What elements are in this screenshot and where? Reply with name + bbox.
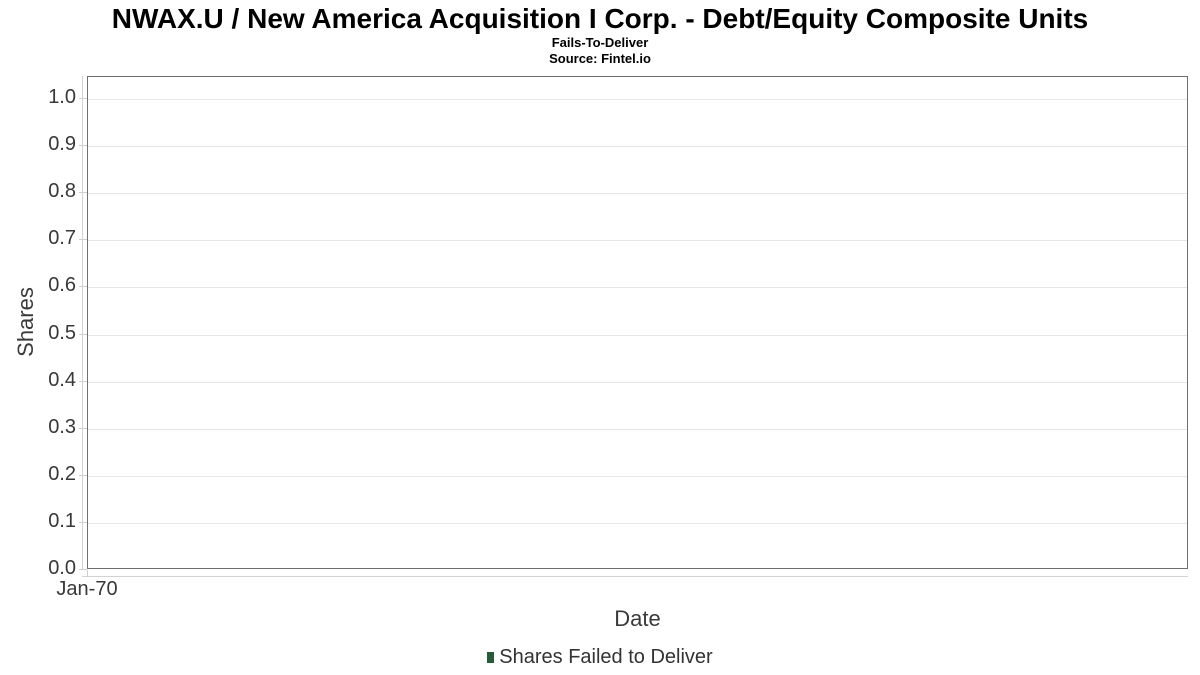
x-axis-line bbox=[82, 576, 1188, 577]
chart-title: NWAX.U / New America Acquisition I Corp.… bbox=[111, 3, 1089, 34]
gridline bbox=[88, 428, 1187, 430]
gridline bbox=[88, 475, 1187, 477]
y-tick-mark bbox=[79, 474, 87, 476]
plot-area bbox=[87, 76, 1188, 569]
y-tick-mark bbox=[79, 427, 87, 429]
gridline bbox=[88, 334, 1187, 336]
y-tick-label: 0.8 bbox=[48, 180, 76, 203]
x-tick-label: Jan-70 bbox=[56, 578, 118, 600]
y-tick-label: 0.7 bbox=[48, 227, 76, 250]
y-tick-label: 0.3 bbox=[48, 415, 76, 438]
y-tick-label: 0.9 bbox=[48, 133, 76, 156]
y-tick-mark bbox=[79, 192, 87, 194]
y-tick-mark bbox=[79, 521, 87, 523]
gridline bbox=[88, 381, 1187, 383]
y-axis-line bbox=[82, 76, 83, 569]
y-tick-label: 0.5 bbox=[48, 321, 76, 344]
y-tick-mark bbox=[79, 98, 87, 100]
gridline bbox=[88, 240, 1187, 242]
y-axis-title: Shares bbox=[13, 287, 38, 357]
y-tick-label: 0.1 bbox=[48, 509, 76, 532]
y-tick-mark bbox=[79, 380, 87, 382]
gridline bbox=[88, 522, 1187, 524]
y-tick-label: 0.2 bbox=[48, 462, 76, 485]
y-tick-mark bbox=[79, 239, 87, 241]
legend-marker-icon bbox=[487, 652, 495, 663]
legend: Shares Failed to Deliver bbox=[0, 646, 1200, 669]
y-tick-mark bbox=[79, 569, 87, 570]
x-axis-title: Date bbox=[614, 606, 661, 631]
y-tick-label: 1.0 bbox=[48, 86, 76, 109]
y-tick-mark bbox=[79, 286, 87, 288]
y-tick-mark bbox=[79, 333, 87, 335]
gridline bbox=[88, 193, 1187, 195]
y-tick-mark bbox=[79, 145, 87, 147]
y-tick-label: 0.0 bbox=[48, 557, 76, 580]
gridline bbox=[88, 287, 1187, 289]
x-tick-mark bbox=[87, 570, 88, 577]
chart-subtitle: Fails-To-Deliver bbox=[551, 35, 649, 50]
gridline bbox=[88, 146, 1187, 148]
y-tick-label: 0.4 bbox=[48, 368, 76, 391]
chart-source-label: Source: Fintel.io bbox=[549, 51, 651, 66]
gridline bbox=[88, 99, 1187, 101]
legend-label: Shares Failed to Deliver bbox=[499, 646, 713, 668]
y-tick-label: 0.6 bbox=[48, 274, 76, 297]
